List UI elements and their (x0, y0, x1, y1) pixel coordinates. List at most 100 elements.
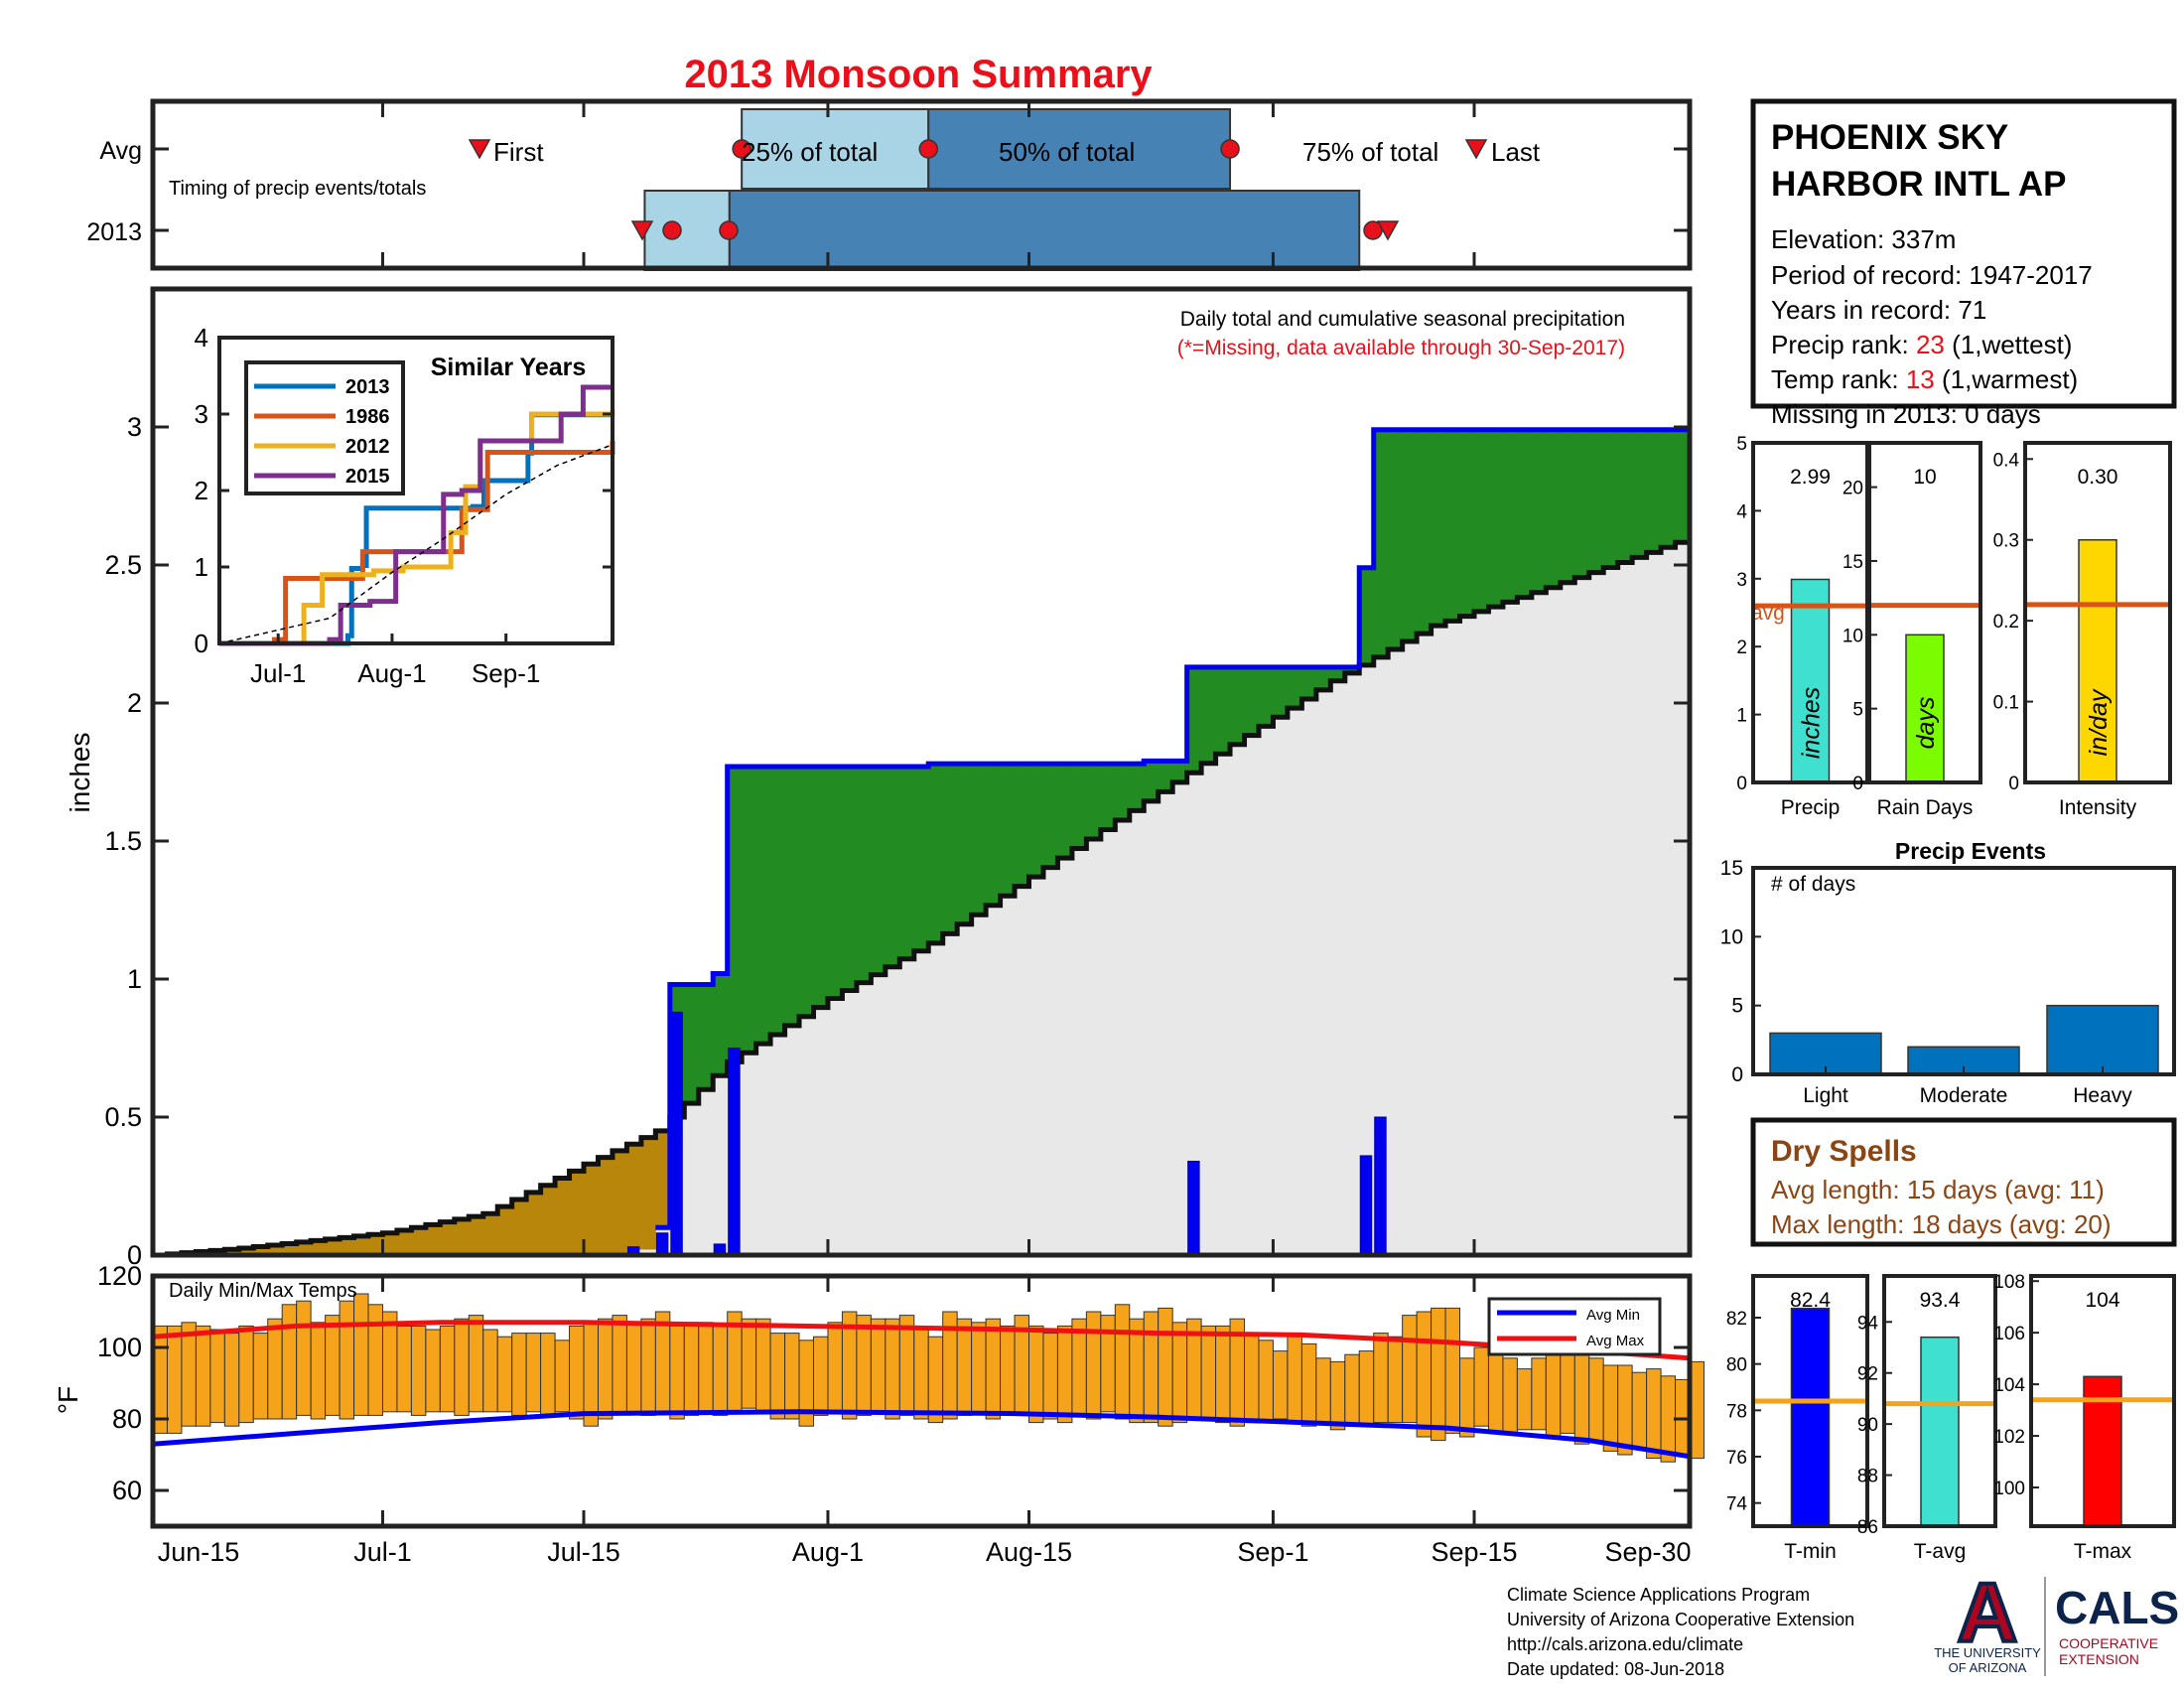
above-avg-fill (842, 766, 858, 991)
daily-temp-bar (252, 1333, 269, 1420)
daily-temp-bar (166, 1325, 183, 1434)
daily-temp-bar (367, 1304, 383, 1416)
above-avg-fill (1417, 429, 1433, 635)
above-avg-fill (1129, 764, 1145, 811)
daily-temp-bar (1042, 1333, 1058, 1420)
temp-panel-ytick-label: 102 (1993, 1427, 2025, 1448)
station-name-line1: PHOENIX SKY (1771, 118, 2008, 157)
temp-ytick-label: 80 (112, 1404, 142, 1434)
above-avg-fill (1244, 666, 1260, 736)
daily-temp-bar (712, 1325, 729, 1416)
above-avg-fill (1488, 429, 1504, 608)
yr2013-p25-marker (662, 220, 682, 240)
yr2013-first-marker (630, 220, 654, 241)
dry-spells-box: Dry Spells Avg length: 15 days (avg: 11)… (1750, 1117, 2177, 1247)
daily-temp-bar (1631, 1371, 1648, 1449)
above-avg-fill (827, 766, 843, 999)
daily-temp-bar (784, 1333, 800, 1420)
footer-line4: Date updated: 08-Jun-2018 (1507, 1659, 1724, 1679)
panel-ytick-label: 0 (1852, 774, 1863, 794)
above-avg-fill (1603, 429, 1619, 568)
below-avg-fill (238, 1248, 254, 1255)
below-avg-fill (253, 1246, 269, 1255)
panel-value-label: 0.30 (2078, 466, 2118, 489)
below-avg-fill (296, 1241, 312, 1255)
temp-panel-bar-T-avg (1920, 1336, 1960, 1527)
daily-temp-bar (1085, 1311, 1102, 1420)
daily-temp-bar (870, 1318, 887, 1413)
avg-cumulative-area (153, 542, 1690, 1255)
below-avg-fill (454, 1218, 470, 1255)
daily-temp-bar (1487, 1346, 1504, 1434)
above-avg-fill (1028, 764, 1044, 878)
temp-panel-frame (2029, 1274, 2176, 1528)
inset-xtick-label: Sep-1 (472, 658, 540, 688)
above-avg-fill (1273, 666, 1289, 718)
temp-ylabel: °F (53, 1386, 83, 1414)
above-avg-fill (1015, 764, 1030, 887)
daily-temp-bar (525, 1333, 542, 1413)
precip-events-annotation: # of days (1771, 873, 1855, 896)
temp-ytick-label: 120 (97, 1261, 142, 1291)
timing-subtitle: Timing of precip events/totals (169, 178, 426, 200)
daily-temp-bar (698, 1322, 714, 1413)
temp-stat-panels: 82.4 T-min 74 76 78 80 82 93.4 T-avg 86 88 90 92 94 10… (1726, 1272, 2176, 1563)
station-years: Years in record: 71 (1771, 295, 1986, 325)
above-avg-fill (957, 764, 973, 924)
ua-logo-line1: THE UNIVERSITY (1934, 1645, 2041, 1660)
inset-legend: 2013 1986 2012 2015 (244, 360, 405, 495)
inset-legend-label: 2015 (345, 466, 390, 488)
event-category-label: Moderate (1920, 1084, 2008, 1107)
below-avg-fill (368, 1234, 383, 1255)
avg-cumulative-line (153, 539, 1690, 1258)
temp-panel-ytick-label: 80 (1726, 1355, 1747, 1376)
daily-temp-bar (1444, 1307, 1461, 1434)
panel-avg-label: avg (1751, 602, 1785, 625)
above-avg-fill (1388, 429, 1404, 649)
above-avg-fill (1560, 429, 1575, 583)
above-avg-fill (1258, 666, 1274, 727)
cumulative-2013-line (655, 427, 1690, 1230)
above-avg-fill (1215, 666, 1231, 755)
panel-ytick-label: 0.2 (1993, 612, 2019, 633)
above-avg-fill (1402, 429, 1418, 642)
event-ytick-label: 15 (1720, 857, 1743, 880)
daily-temp-bar (755, 1318, 771, 1413)
above-avg-fill (1431, 429, 1446, 627)
daily-temp-bar (1143, 1311, 1160, 1424)
main-ytick-label: 1 (127, 964, 142, 994)
above-avg-fill (1574, 429, 1590, 578)
below-avg-fill (440, 1221, 456, 1255)
above-avg-fill (1115, 764, 1131, 820)
timing-label-p75: 75% of total (1302, 137, 1438, 167)
figure-title: 2013 Monsoon Summary (684, 53, 1153, 96)
date-tick-label: Sep-30 (1604, 1537, 1691, 1567)
date-tick-label: Sep-1 (1237, 1537, 1308, 1567)
avg-last-marker (1464, 139, 1488, 160)
yr2013-p75-marker (1363, 220, 1383, 240)
above-avg-fill (899, 766, 915, 959)
temp-panel-ytick-label: 92 (1857, 1364, 1878, 1385)
date-tick-label: Aug-15 (986, 1537, 1072, 1567)
above-avg-fill (856, 766, 872, 983)
temp-panel-ytick-label: 90 (1857, 1415, 1878, 1436)
panel-ytick-label: 1 (1736, 706, 1747, 727)
main-note-line2: (*=Missing, data available through 30-Se… (1177, 337, 1625, 359)
inset-ytick-label: 4 (195, 323, 208, 353)
event-ytick-label: 5 (1731, 995, 1743, 1018)
above-avg-fill (799, 766, 814, 1017)
below-avg-fill (526, 1192, 542, 1255)
daily-temp-bar (1329, 1360, 1346, 1431)
above-avg-fill (742, 766, 757, 1054)
below-avg-fill (598, 1157, 614, 1255)
cals-logo-line2: EXTENSION (2059, 1651, 2139, 1667)
daily-temp-bar (425, 1329, 441, 1413)
above-avg-fill (1158, 761, 1173, 792)
inset-xtick-label: Jul-1 (250, 658, 306, 688)
above-avg-fill (813, 766, 829, 1008)
daily-temp-bar (339, 1300, 355, 1420)
temp-panel-frame (1882, 1274, 1997, 1528)
event-category-label: Light (1803, 1084, 1848, 1107)
yr2013-p50-marker (719, 220, 739, 240)
